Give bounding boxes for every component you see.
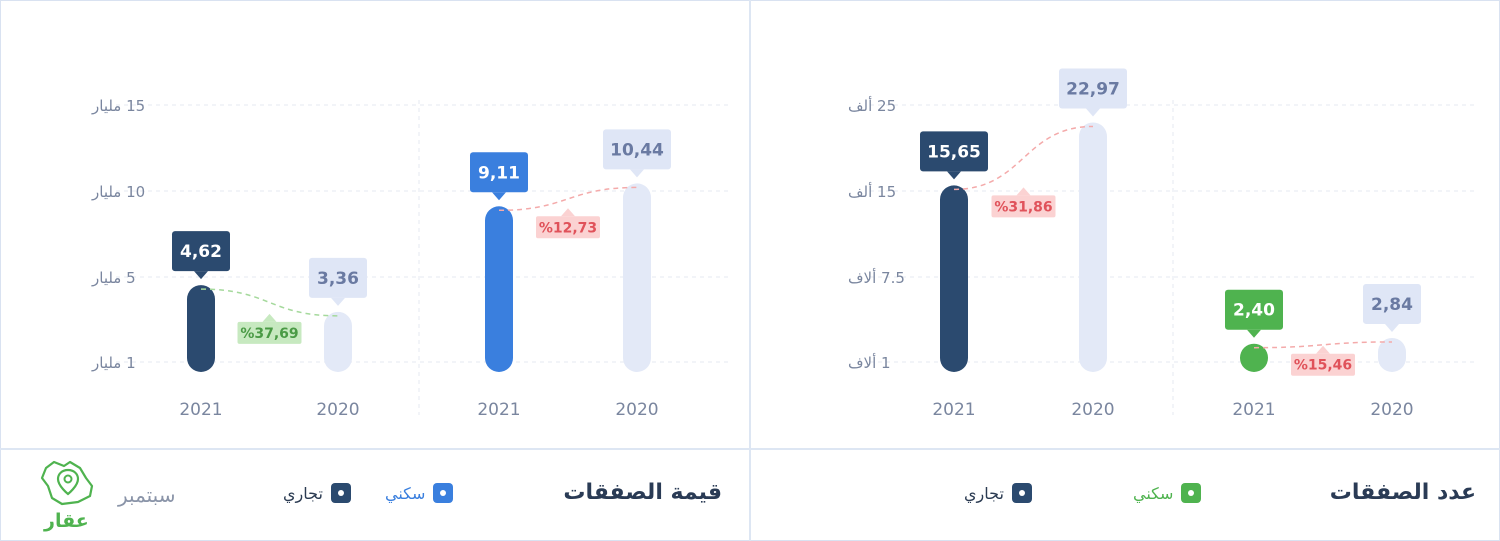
month-label: سبتمبر: [118, 483, 176, 507]
bar: [1378, 337, 1406, 372]
data-label-pointer: [331, 297, 345, 306]
left-footer: قيمة الصفقات سكني تجاري سبتمبر عقار: [0, 450, 749, 541]
legend-residential-count[interactable]: سكني: [1133, 483, 1202, 503]
legend-label: سكني: [1133, 483, 1174, 503]
data-label-box: [1225, 289, 1283, 330]
bar: [485, 206, 513, 372]
bar: [623, 183, 651, 372]
x-tick-label: 2020: [316, 400, 359, 420]
change-badge-arrow: [1316, 345, 1330, 354]
data-label-box: [309, 257, 367, 298]
data-label: 3,36: [317, 269, 359, 289]
data-label-pointer: [630, 169, 644, 178]
data-label-pointer: [194, 271, 208, 280]
y-tick-label: 15 ألف: [848, 182, 896, 201]
data-label: 10,44: [610, 140, 664, 160]
change-connector: [498, 186, 638, 212]
y-tick-label: 1 مليار: [91, 354, 136, 372]
y-tick-label: 7.5 ألاف: [848, 268, 905, 287]
change-badge-arrow: [561, 208, 575, 217]
legend-label: تجاري: [283, 483, 323, 503]
data-label-box: [920, 131, 988, 172]
data-label: 4,62: [180, 242, 222, 262]
change-badge: [237, 321, 302, 344]
x-tick-label: 2020: [1071, 400, 1114, 420]
data-label-pointer: [947, 171, 961, 180]
change-percent: %37,69: [240, 326, 298, 342]
change-badge-arrow: [1016, 187, 1031, 196]
data-label: 9,11: [478, 163, 520, 183]
data-label-pointer: [492, 192, 506, 201]
data-label: 22,97: [1066, 79, 1120, 99]
y-tick-label: 1 ألاف: [848, 353, 891, 372]
x-tick-label: 2021: [1232, 400, 1275, 420]
data-label-pointer: [1385, 323, 1399, 332]
bar: [940, 185, 968, 372]
footer-divider: [0, 448, 1500, 450]
change-badge-arrow: [262, 313, 277, 322]
legend-label: تجاري: [964, 483, 1004, 503]
bar: [1079, 122, 1107, 372]
legend-swatch: [1011, 483, 1032, 503]
change-connector: [200, 288, 339, 317]
charts-canvas: 1 مليار 5 مليار 10 مليار 15 مليار 2021 4,62 20…: [91, 68, 1477, 420]
data-label-box: [172, 231, 230, 272]
legend-commercial-count[interactable]: تجاري: [964, 483, 1032, 503]
x-tick-label: 2020: [615, 400, 658, 420]
y-tick-label: 15 مليار: [91, 97, 145, 115]
bar: [187, 285, 215, 372]
legend-swatch: [1181, 483, 1202, 503]
change-percent: %31,86: [994, 199, 1052, 215]
map-pin-icon: [40, 460, 94, 506]
change-badge: [536, 216, 600, 239]
change-percent: %15,46: [1294, 358, 1352, 374]
change-connector: [953, 125, 1094, 191]
x-tick-label: 2021: [179, 400, 222, 420]
panel-divider: [749, 0, 751, 541]
right-chart-title: عدد الصفقات: [1329, 480, 1476, 505]
change-badge: [1291, 353, 1355, 376]
data-label-pointer: [1086, 108, 1100, 117]
aqar-logo: عقار: [40, 458, 96, 538]
x-tick-label: 2021: [932, 400, 975, 420]
data-label-box: [470, 152, 528, 193]
legend-residential-value[interactable]: سكني: [385, 483, 454, 503]
data-label-pointer: [1247, 329, 1261, 338]
data-label-box: [1363, 283, 1421, 324]
legend-swatch: [330, 483, 351, 503]
right-footer: عدد الصفقات سكني تجاري: [751, 450, 1500, 541]
y-tick-label: 25 ألف: [848, 96, 896, 115]
bar: [1240, 343, 1268, 372]
data-label-box: [1059, 68, 1127, 109]
data-label: 2,40: [1233, 301, 1275, 321]
y-tick-label: 10 مليار: [91, 183, 145, 201]
change-badge: [991, 195, 1056, 218]
data-label: 15,65: [927, 142, 981, 162]
x-tick-label: 2021: [477, 400, 520, 420]
left-chart-title: قيمة الصفقات: [563, 480, 722, 505]
logo-text: عقار: [44, 510, 89, 532]
legend-label: سكني: [385, 483, 426, 503]
change-connector: [1253, 341, 1393, 349]
bar: [324, 311, 352, 372]
legend-commercial-value[interactable]: تجاري: [283, 483, 351, 503]
data-label-box: [603, 129, 671, 170]
change-percent: %12,73: [539, 220, 597, 236]
x-tick-label: 2020: [1370, 400, 1413, 420]
y-tick-label: 5 مليار: [91, 269, 136, 287]
legend-swatch: [433, 483, 454, 503]
data-label: 2,84: [1371, 295, 1413, 315]
